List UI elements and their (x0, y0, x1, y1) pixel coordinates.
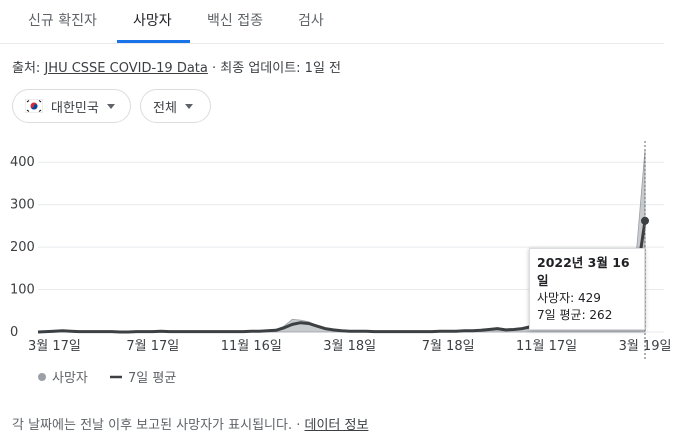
y-tick-label: 200 (10, 240, 35, 255)
tooltip-line: 사망자: 429 (537, 291, 601, 305)
tab[interactable]: 신규 확진자 (28, 13, 97, 29)
flag-icon (25, 99, 43, 113)
tooltip-line: 7일 평균: 262 (537, 308, 613, 322)
tab-bar: 신규 확진자 사망자 백신 접종 검사 (0, 0, 664, 44)
y-tick-label: 100 (10, 283, 35, 298)
x-tick-label: 3월 17일 (28, 339, 81, 354)
legend-label: 7일 평균 (128, 371, 176, 386)
x-tick-label: 11월 17일 (516, 339, 577, 354)
footer: 각 날짜에는 전날 이후 보고된 사망자가 표시됩니다. · 데이터 정보 (12, 414, 368, 433)
x-tick-label: 7월 18일 (422, 339, 475, 354)
y-tick-label: 400 (10, 155, 35, 170)
x-tick-label: 3월 18일 (323, 339, 376, 354)
footer-note: 각 날짜에는 전날 이후 보고된 사망자가 표시됩니다. (12, 418, 293, 433)
caret (106, 103, 115, 109)
dropdown-label: 대한민국 (51, 100, 99, 116)
active-tab-indicator (117, 40, 190, 43)
x-tick-label: 11월 16일 (221, 339, 282, 354)
separator: · (212, 61, 221, 76)
source-label: 출처: (12, 61, 41, 76)
hover-point (641, 216, 649, 225)
update-info: 최종 업데이트: 1일 전 (220, 61, 342, 76)
source-line: 출처: JHU CSSE COVID-19 Data · 최종 업데이트: 1일… (12, 57, 341, 76)
scope-dropdown[interactable]: 전체 (140, 89, 211, 123)
tooltip: 2022년 3월 16일 사망자: 429 7일 평균: 262 (529, 248, 645, 330)
caret (184, 103, 193, 109)
tab[interactable]: 검사 (298, 13, 324, 29)
y-tick-label: 0 (10, 325, 18, 340)
legend-swatch (38, 373, 46, 381)
separator: · (296, 418, 305, 433)
source-link[interactable]: JHU CSSE COVID-19 Data (44, 61, 208, 76)
data-info-link[interactable]: 데이터 정보 (304, 418, 369, 433)
x-tick-label: 7월 17일 (126, 339, 179, 354)
tab[interactable]: 사망자 (133, 13, 172, 29)
tab[interactable]: 백신 접종 (207, 13, 263, 29)
dropdown-label: 전체 (153, 100, 177, 116)
legend-label: 사망자 (52, 371, 88, 386)
y-tick-label: 300 (10, 198, 35, 213)
region-dropdown[interactable]: 대한민국 (12, 89, 131, 123)
tooltip-title: 2022년 3월 16일 (537, 255, 630, 288)
chart: 0 100 200 300 400 3월 17일 7월 17일 11월 16일 3월 18일 7월… (10, 141, 671, 386)
